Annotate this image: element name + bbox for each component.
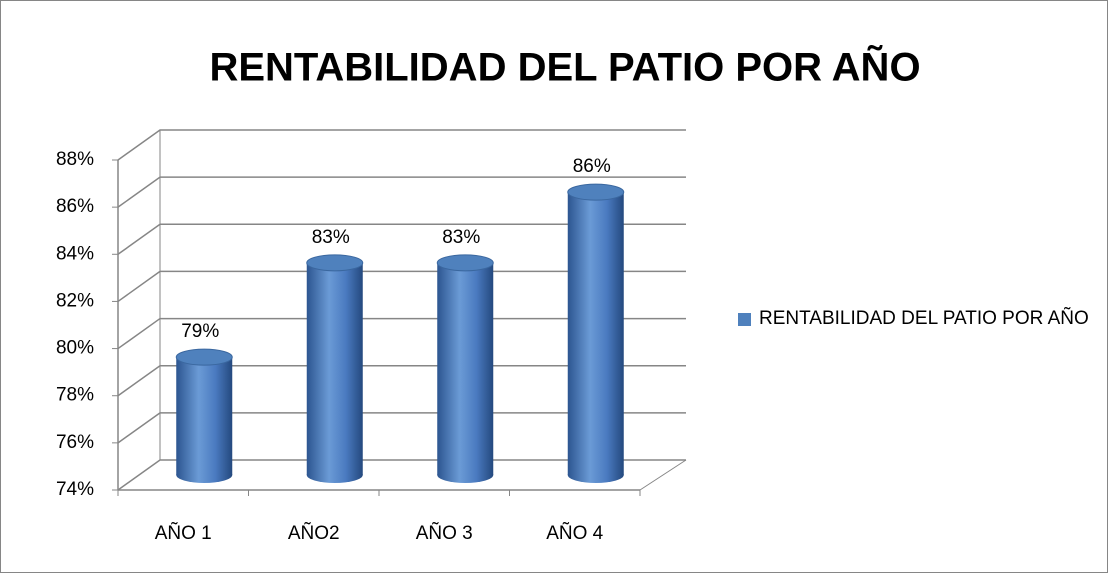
grid-line — [117, 270, 686, 303]
grid-line — [117, 317, 686, 350]
y-tick-label: 78% — [56, 385, 94, 406]
bar — [437, 262, 494, 475]
bar-top — [306, 254, 364, 272]
y-tick-label: 74% — [56, 479, 94, 500]
legend: RENTABILIDAD DEL PATIO POR AÑO — [738, 308, 1089, 329]
y-tick-label: 88% — [56, 149, 94, 170]
bar — [567, 192, 624, 475]
data-label: 79% — [181, 321, 219, 342]
grid-line — [117, 176, 686, 208]
y-tick-label: 82% — [56, 290, 94, 311]
grid-line — [117, 459, 686, 491]
legend-swatch — [738, 313, 751, 326]
bar-top — [436, 254, 494, 272]
x-tick-label: AÑO 3 — [416, 522, 473, 544]
y-tick-label: 76% — [56, 432, 94, 453]
floor-edge — [639, 459, 687, 491]
y-tick-label: 80% — [56, 338, 94, 359]
y-tick-label: 86% — [56, 196, 94, 217]
y-tick-label: 84% — [56, 243, 94, 264]
bar-top — [567, 183, 625, 201]
data-label: 83% — [312, 227, 350, 248]
grid-line — [117, 412, 686, 444]
bar — [176, 357, 233, 475]
x-tick-label: AÑO 1 — [155, 522, 212, 544]
chart-title: RENTABILIDAD DEL PATIO POR AÑO — [209, 44, 920, 90]
grid-line — [117, 223, 686, 255]
legend-label: RENTABILIDAD DEL PATIO POR AÑO — [759, 308, 1089, 329]
data-label: 86% — [573, 156, 611, 177]
x-tick-label: AÑO2 — [288, 522, 340, 544]
grid-line — [117, 364, 686, 397]
x-tick-label: AÑO 4 — [546, 522, 603, 544]
data-label: 83% — [442, 227, 480, 248]
grid-line — [117, 129, 686, 161]
bar-top — [175, 348, 233, 366]
bar — [306, 262, 363, 475]
